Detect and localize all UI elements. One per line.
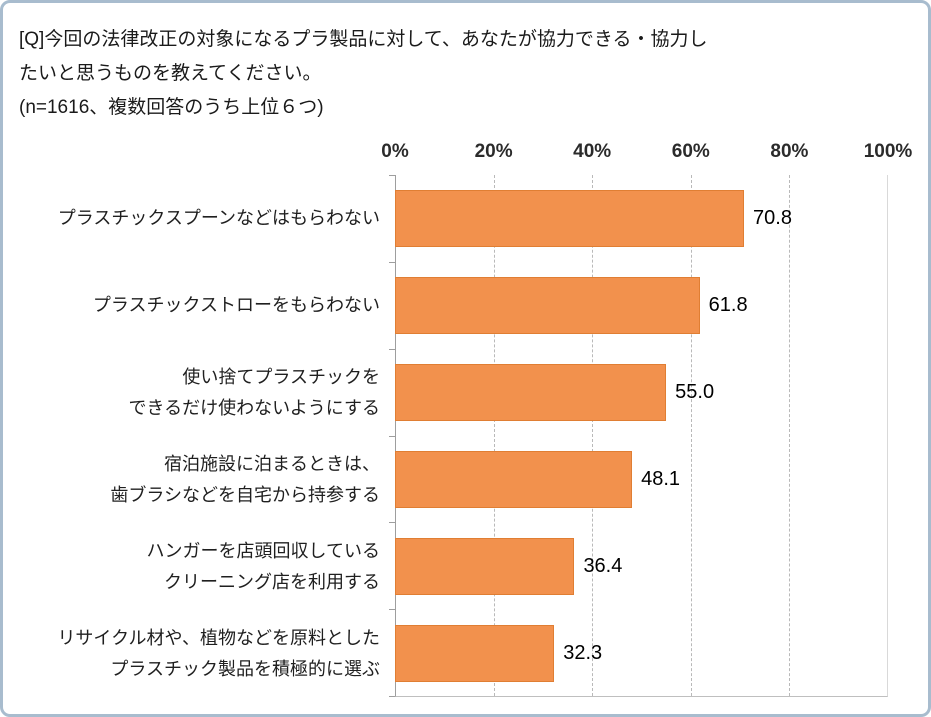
bar-chart: 0% 20% 40% 60% 80% 100% プラスチックスプーンなどはもらわない 70.… (3, 133, 928, 699)
x-tick-label: 20% (474, 141, 513, 162)
vertical-gridline (592, 175, 594, 696)
chart-row: ハンガーを店頭回収している クリーニング店を利用する 36.4 (3, 523, 888, 610)
bar (395, 538, 575, 595)
question-title: [Q]今回の法律改正の対象になるプラ製品に対して、あなたが協力できる・協力し た… (3, 3, 928, 125)
sample-note: (n=1616、複数回答のうち上位６つ) (19, 97, 324, 118)
x-tick-label: 0% (381, 141, 409, 162)
bar-cell: 70.8 (395, 175, 888, 262)
value-label: 48.1 (641, 468, 681, 490)
value-label: 55.0 (675, 381, 715, 403)
bar (395, 190, 745, 247)
bar (395, 277, 700, 334)
chart-row: プラスチックストローをもらわない 61.8 (3, 262, 888, 349)
y-axis-tick (389, 522, 395, 524)
x-axis: 0% 20% 40% 60% 80% 100% (381, 133, 912, 175)
bar-cell: 61.8 (395, 262, 888, 349)
category-label: プラスチックスプーンなどはもらわない (57, 208, 380, 228)
category-label: ハンガーを店頭回収している クリーニング店を利用する (146, 540, 380, 592)
bar (395, 625, 555, 682)
y-axis-tick (389, 435, 395, 437)
chart-row: 宿泊施設に泊まるときは、 歯ブラシなどを自宅から持参する 48.1 (3, 436, 888, 523)
value-label: 36.4 (583, 555, 623, 577)
category-label: 使い捨てプラスチックを できるだけ使わないようにする (128, 366, 380, 418)
category-label: 宿泊施設に泊まるときは、 歯ブラシなどを自宅から持参する (110, 453, 380, 505)
bar (395, 364, 667, 421)
chart-row: リサイクル材や、植物などを原料とした プラスチック製品を積極的に選ぶ 32.3 (3, 610, 888, 697)
question-title-line2: たいと思うものを教えてください。 (19, 63, 322, 84)
x-tick-label: 80% (770, 141, 809, 162)
bar-cell: 55.0 (395, 349, 888, 436)
bar-rows: プラスチックスプーンなどはもらわない 70.8 プラスチックストローをもらわない 61… (3, 175, 888, 697)
vertical-gridline (788, 175, 790, 696)
vertical-gridline (494, 175, 496, 696)
vertical-gridline (690, 175, 692, 696)
category-label: リサイクル材や、植物などを原料とした プラスチック製品を積極的に選ぶ (57, 627, 380, 679)
y-axis-tick (389, 261, 395, 263)
y-axis-tick (389, 348, 395, 350)
category-label: プラスチックストローをもらわない (92, 295, 380, 315)
y-axis-tick (389, 609, 395, 611)
plot-grid (389, 175, 888, 697)
bar-cell: 48.1 (395, 436, 888, 523)
question-title-line1: [Q]今回の法律改正の対象になるプラ製品に対して、あなたが協力できる・協力し (19, 29, 708, 50)
x-tick-label: 60% (671, 141, 710, 162)
bar-cell: 36.4 (395, 523, 888, 610)
chart-row: 使い捨てプラスチックを できるだけ使わないようにする 55.0 (3, 349, 888, 436)
chart-row: プラスチックスプーンなどはもらわない 70.8 (3, 175, 888, 262)
bar (395, 451, 633, 508)
value-label: 61.8 (708, 294, 748, 316)
bar-cell: 32.3 (395, 610, 888, 697)
x-tick-label: 100% (863, 141, 913, 162)
x-tick-label: 40% (573, 141, 612, 162)
value-label: 70.8 (753, 207, 792, 229)
y-axis-tick (389, 175, 395, 176)
value-label: 32.3 (563, 642, 603, 664)
y-axis-tick (389, 696, 395, 697)
